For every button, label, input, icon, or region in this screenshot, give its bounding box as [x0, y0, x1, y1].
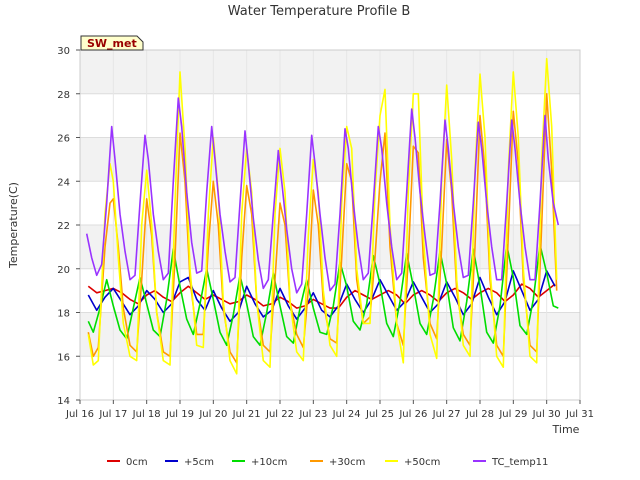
site-label-box: SW_met [80, 35, 144, 51]
legend-label: +10cm [251, 457, 287, 468]
x-tick-label: Jul 20 [198, 409, 227, 420]
y-tick-label: 18 [57, 309, 70, 320]
y-tick-label: 28 [57, 90, 70, 101]
x-axis-label: Time [552, 423, 580, 436]
legend-label: +5cm [184, 457, 214, 468]
y-tick-label: 22 [57, 221, 70, 232]
legend-label: +30cm [329, 457, 365, 468]
background-band [80, 225, 580, 269]
x-tick-label: Jul 17 [98, 409, 127, 420]
x-tick-label: Jul 22 [265, 409, 294, 420]
x-tick-label: Jul 23 [298, 409, 327, 420]
background-band [80, 93, 580, 138]
x-tick-label: Jul 27 [432, 409, 461, 420]
x-tick-label: Jul 28 [465, 409, 494, 420]
site-label: SW_met [87, 37, 137, 50]
y-tick-label: 16 [57, 352, 70, 363]
series-line-10cm [87, 243, 559, 347]
series-line-5cm [87, 270, 556, 323]
legend-label: +50cm [404, 457, 440, 468]
x-tick-label: Jul 31 [565, 409, 594, 420]
chart-title: Water Temperature Profile B [228, 4, 411, 19]
y-tick-label: 26 [57, 134, 70, 145]
x-tick-label: Jul 18 [132, 409, 161, 420]
x-tick-label: Jul 29 [498, 409, 527, 420]
plot-background-bands [80, 50, 580, 400]
legend-label: TC_temp11 [491, 457, 548, 468]
background-band [80, 356, 580, 400]
y-tick-label: 14 [57, 396, 70, 407]
y-axis-label: Temperature(C) [7, 182, 20, 269]
legend: 0cm +5cm +10cm +30cm +50cm TC_temp11 [107, 457, 548, 468]
legend-label: 0cm [126, 457, 148, 468]
series-line-tctemp11 [85, 97, 560, 294]
y-tick-label: 30 [57, 46, 70, 57]
x-tick-label: Jul 30 [532, 409, 561, 420]
background-band [80, 137, 580, 182]
x-tick-label: Jul 16 [65, 409, 94, 420]
x-tick-label: Jul 24 [332, 409, 361, 420]
y-tick-label: 24 [57, 177, 70, 188]
series-layer [85, 57, 560, 375]
background-band [80, 50, 580, 94]
x-axis-ticks: Jul 16 Jul 17 Jul 18 Jul 19 Jul 20 Jul 21 Jul … [65, 400, 594, 420]
x-tick-label: Jul 25 [365, 409, 394, 420]
x-tick-label: Jul 26 [398, 409, 427, 420]
y-tick-label: 20 [57, 265, 70, 276]
y-axis-ticks: 14 16 18 20 22 24 26 28 30 [57, 46, 80, 407]
x-tick-label: Jul 21 [232, 409, 261, 420]
series-line-30cm [87, 93, 558, 364]
series-line-50cm [87, 57, 558, 375]
x-tick-label: Jul 19 [165, 409, 194, 420]
background-band [80, 181, 580, 225]
